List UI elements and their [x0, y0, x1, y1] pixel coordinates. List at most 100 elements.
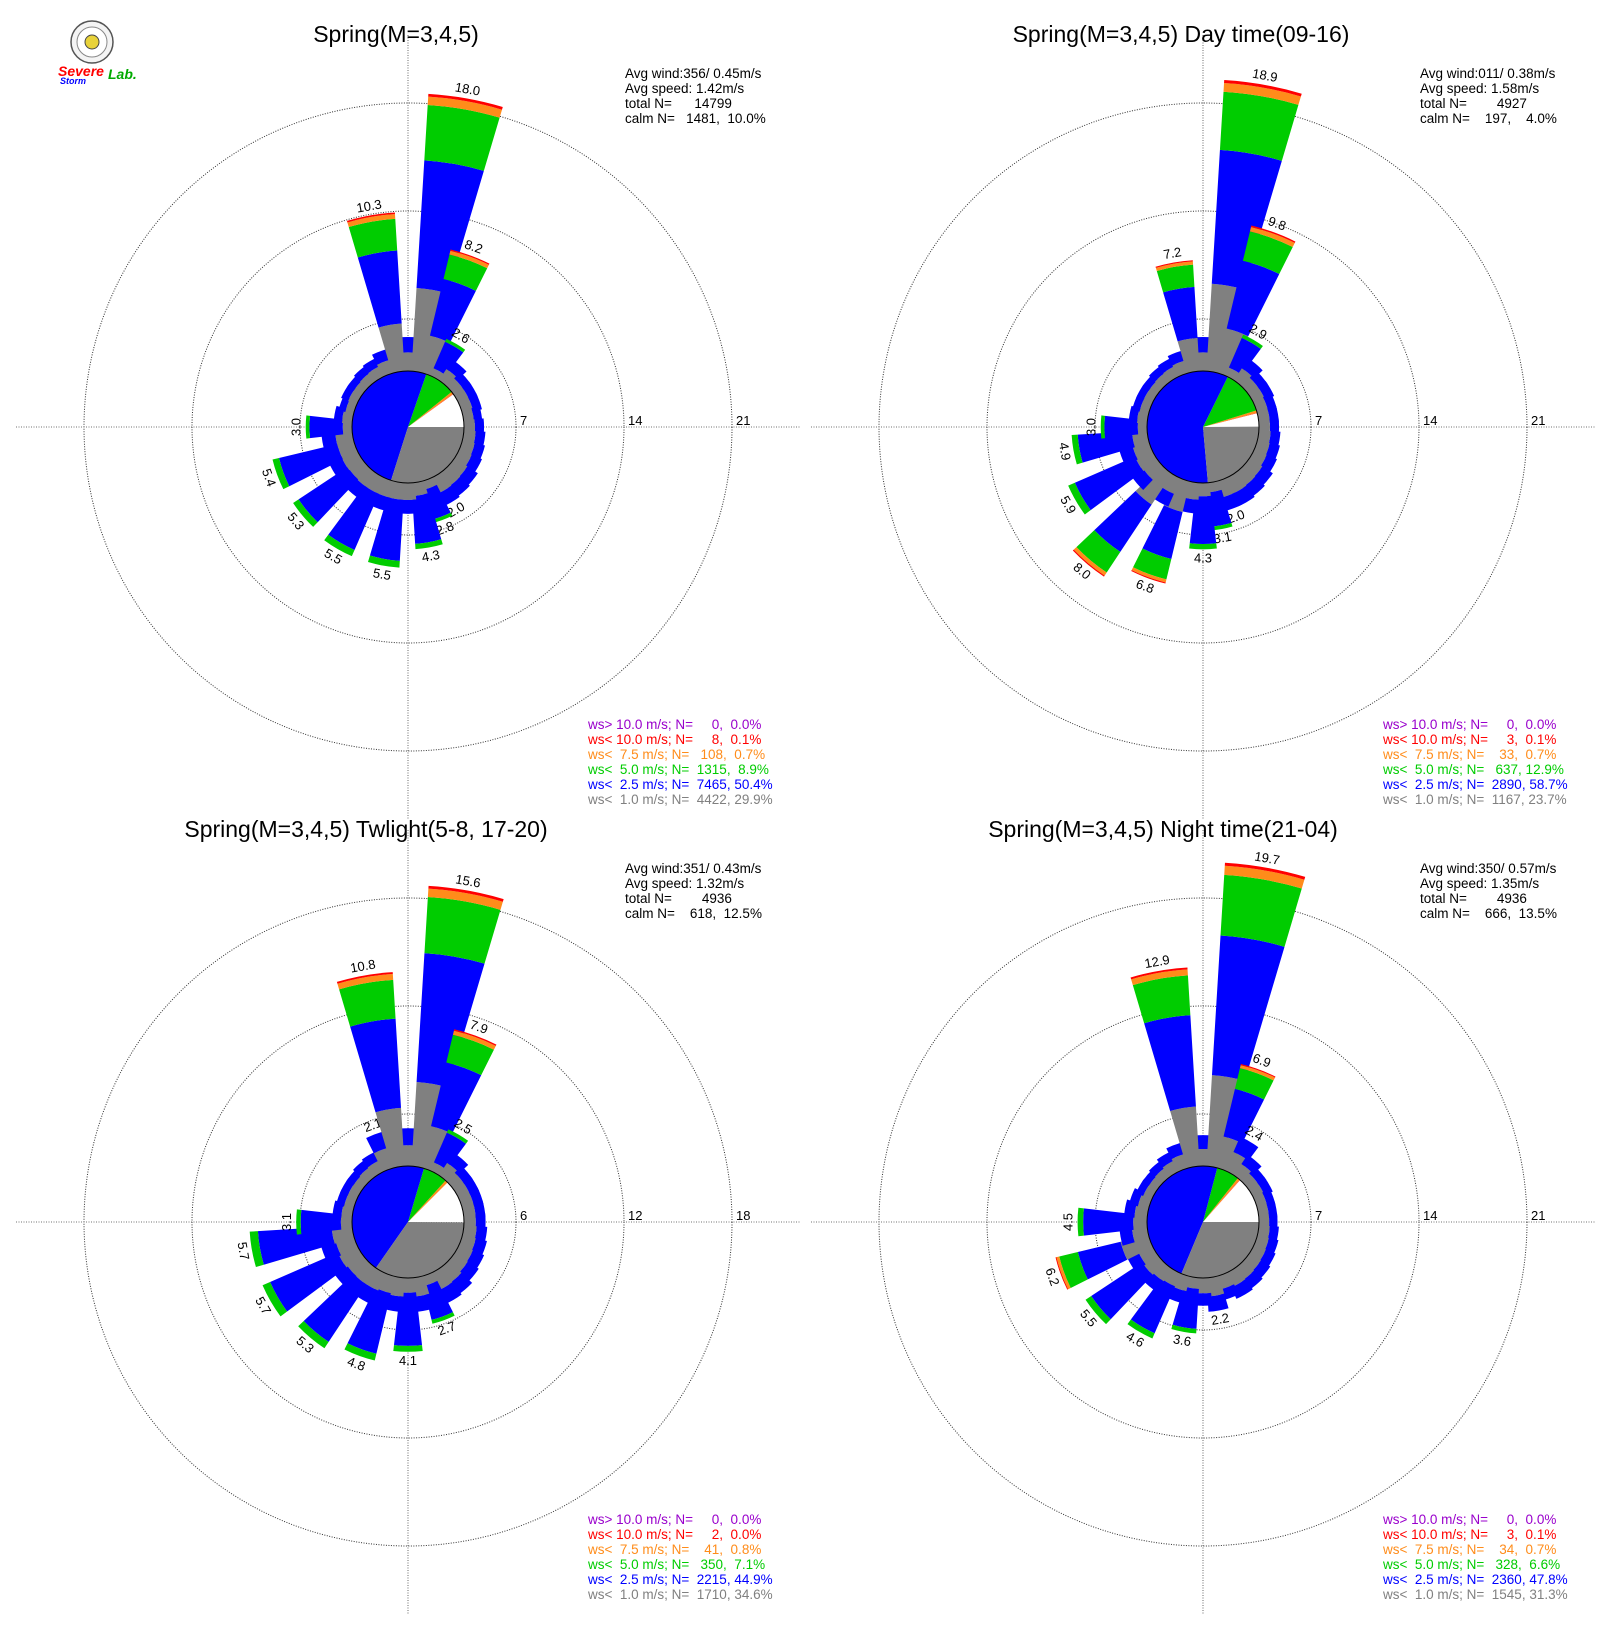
sector-bar-segment — [1172, 1286, 1199, 1329]
sector-bar-segment — [461, 408, 475, 424]
sector-bar-segment — [1132, 975, 1191, 1024]
sector-bar-segment — [452, 1030, 496, 1050]
sector-bar-segment — [350, 1018, 402, 1113]
sector-bar-segment — [328, 485, 379, 550]
sector-bar-segment — [1224, 862, 1306, 880]
pie-slice — [1203, 376, 1257, 427]
sector-bar-segment — [1077, 431, 1135, 463]
ring-tick-label: 14 — [628, 413, 642, 428]
sector-bar-segment — [428, 93, 503, 110]
sector-bar-segment — [393, 1345, 423, 1352]
ring-tick-label: 21 — [1531, 1208, 1545, 1223]
sector-bar-segment — [1131, 969, 1188, 986]
sector-bar-segment — [1144, 1015, 1196, 1112]
sector-bar-segment — [1211, 149, 1282, 290]
ring-tick-label: 12 — [628, 1208, 642, 1223]
legend-entry: ws< 7.5 m/s; N= 108, 0.7% — [587, 747, 765, 762]
pie-slice — [1203, 1178, 1240, 1222]
pie-slice — [408, 1180, 448, 1222]
sector-bar — [1077, 1207, 1148, 1237]
legend-entry: ws< 10.0 m/s; N= 3, 0.1% — [1382, 1527, 1556, 1542]
sector-bar — [1071, 430, 1150, 465]
ring-tick-label: 14 — [1423, 1208, 1437, 1223]
sector-bar-segment — [1127, 1319, 1155, 1339]
sector-value-label: 10.8 — [349, 956, 377, 975]
legend-entry: ws< 5.0 m/s; N= 328, 6.6% — [1382, 1557, 1560, 1572]
pie-slice — [1203, 410, 1258, 427]
sector-bar-segment — [443, 254, 488, 291]
sector-bar-segment — [1094, 491, 1152, 552]
sector-bar-segment — [1131, 1225, 1150, 1243]
legend-entry: ws< 10.0 m/s; N= 8, 0.1% — [587, 732, 761, 747]
sector-bar-segment — [446, 1129, 469, 1144]
sector-bar-segment — [375, 477, 395, 498]
sector-bar — [1155, 260, 1200, 374]
sector-bar-segment — [1072, 549, 1105, 577]
sector-bar-segment — [1223, 82, 1301, 105]
stats-line: total N= 4927 — [1420, 96, 1527, 111]
sector-bar-segment — [347, 457, 370, 480]
sector-bar-segment — [1155, 261, 1194, 272]
sector-bar-segment — [1076, 530, 1121, 573]
sector-bar-segment — [1161, 1267, 1181, 1287]
windrose-panel: 7 14 21 Spring(M=3,4,5) Day time(09-16) Avg … — [811, 21, 1595, 819]
sector-bar — [344, 1272, 395, 1361]
sector-bar-segment — [347, 1287, 391, 1354]
sector-bar — [1256, 405, 1279, 424]
sector-value-label: 3.1 — [1212, 529, 1232, 547]
sector-value-label: 15.6 — [454, 871, 482, 890]
ring-tick-label: 18 — [736, 1208, 750, 1223]
sector-bar-segment — [262, 1281, 288, 1317]
pie-slice — [408, 1168, 446, 1222]
sector-bar — [293, 457, 370, 527]
legend-entry: ws< 5.0 m/s; N= 350, 7.1% — [587, 1557, 765, 1572]
sector-bar-segment — [375, 1107, 405, 1169]
legend-entry: ws< 2.5 m/s; N= 2890, 58.7% — [1382, 777, 1568, 792]
sector-value-label: 4.3 — [1194, 550, 1212, 565]
sector-bar-segment — [348, 218, 398, 258]
stats-line: calm N= 666, 13.5% — [1420, 906, 1557, 921]
sector-bar-segment — [300, 1209, 342, 1235]
legend-entry: ws> 10.0 m/s; N= 0, 0.0% — [1382, 717, 1556, 732]
sector-bar-segment — [1056, 1256, 1071, 1290]
sector-bar-segment — [1131, 570, 1166, 584]
sector-bar-segment — [1083, 1208, 1134, 1236]
sector-value-label: 9.8 — [1266, 213, 1288, 233]
sector-bar — [1216, 225, 1296, 377]
sector-bar-segment — [336, 972, 393, 984]
sector-bar-segment — [345, 1252, 370, 1277]
sector-value-label: 4.3 — [421, 547, 441, 565]
stats-line: calm N= 618, 12.5% — [625, 906, 762, 921]
panel-title: Spring(M=3,4,5) Night time(21-04) — [988, 816, 1338, 842]
sector-bar-segment — [364, 472, 386, 494]
sector-value-label: 3.0 — [289, 418, 304, 436]
sector-value-label: 5.5 — [372, 565, 392, 583]
sector-value-label: 4.9 — [1056, 441, 1074, 461]
sector-bar-segment — [270, 1252, 347, 1312]
sector-bar-segment — [412, 1293, 434, 1313]
panel-title: Spring(M=3,4,5) Twlight(5-8, 17-20) — [184, 816, 547, 842]
pie-slice — [375, 1222, 464, 1279]
sector-bar-segment — [1163, 286, 1198, 342]
pie-slice — [408, 391, 454, 427]
sector-bar-segment — [1224, 865, 1305, 889]
sector-bar-segment — [1077, 1241, 1128, 1280]
stats-line: total N= 4936 — [625, 891, 732, 906]
pie-slice — [1146, 1166, 1218, 1274]
sector-bar-segment — [453, 1244, 473, 1265]
sector-bar — [461, 1199, 486, 1219]
sector-value-label: 12.9 — [1143, 952, 1171, 971]
sector-bar-segment — [421, 1126, 453, 1172]
sector-bar-segment — [427, 96, 502, 118]
sector-bar — [1256, 1200, 1278, 1219]
legend-entry: ws< 7.5 m/s; N= 33, 0.7% — [1382, 747, 1556, 762]
sector-bar-segment — [433, 341, 464, 376]
sector-value-label: 4.1 — [399, 1353, 417, 1368]
sector-bar — [1068, 449, 1158, 515]
sector-bar-segment — [1177, 337, 1200, 374]
sector-bar-segment — [1189, 543, 1217, 550]
legend-entry: ws< 5.0 m/s; N= 637, 12.9% — [1382, 762, 1564, 777]
sector-bar-segment — [257, 1226, 335, 1265]
sector-bar-segment — [1216, 1136, 1243, 1172]
ring-tick-label: 6 — [520, 1208, 527, 1223]
